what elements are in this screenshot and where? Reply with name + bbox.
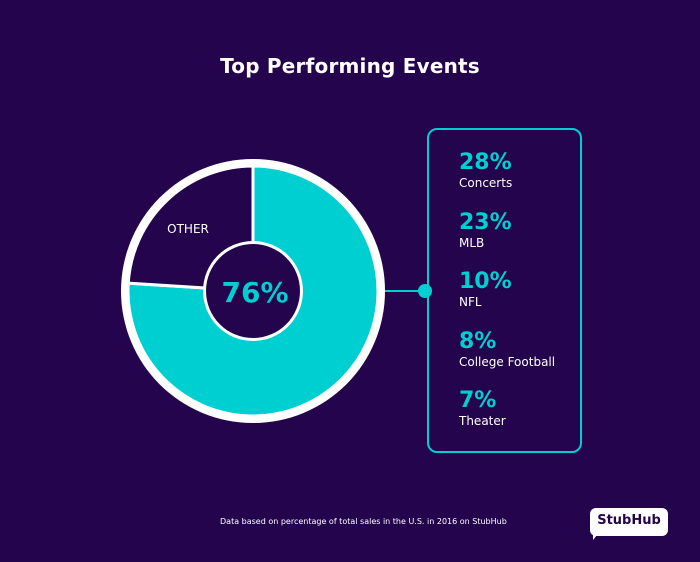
breakdown-value: 28% (459, 150, 512, 175)
donut-hole (206, 244, 300, 338)
breakdown-item-concerts: 28% Concerts (459, 150, 512, 191)
breakdown-item-nfl: 10% NFL (459, 269, 512, 310)
breakdown-label: Concerts (459, 176, 513, 190)
slice-label-other: OTHER (167, 222, 209, 236)
breakdown-value: 7% (459, 388, 497, 413)
breakdown-value: 23% (459, 210, 512, 235)
center-percent-label: 76% (221, 276, 288, 309)
breakdown-value: 10% (459, 269, 512, 294)
logo-text: StubHub (597, 513, 661, 528)
stubhub-logo[interactable]: StubHub (590, 508, 668, 540)
breakdown-label: MLB (459, 236, 485, 250)
breakdown-item-college-football: 8% College Football (459, 329, 555, 370)
logo-bubble (590, 508, 668, 536)
pie-slice-main (126, 164, 380, 418)
logo-bubble-tail (593, 530, 601, 540)
breakdown-label: NFL (459, 295, 482, 309)
breakdown-panel: 28% Concerts 23% MLB 10% NFL 8% College … (427, 128, 582, 453)
breakdown-item-theater: 7% Theater (459, 388, 506, 429)
footnote: Data based on percentage of total sales … (220, 517, 507, 526)
chart-title: Top Performing Events (220, 54, 480, 78)
breakdown-item-mlb: 23% MLB (459, 210, 512, 251)
breakdown-label: College Football (459, 355, 556, 369)
breakdown-value: 8% (459, 329, 497, 354)
breakdown-label: Theater (459, 414, 506, 428)
